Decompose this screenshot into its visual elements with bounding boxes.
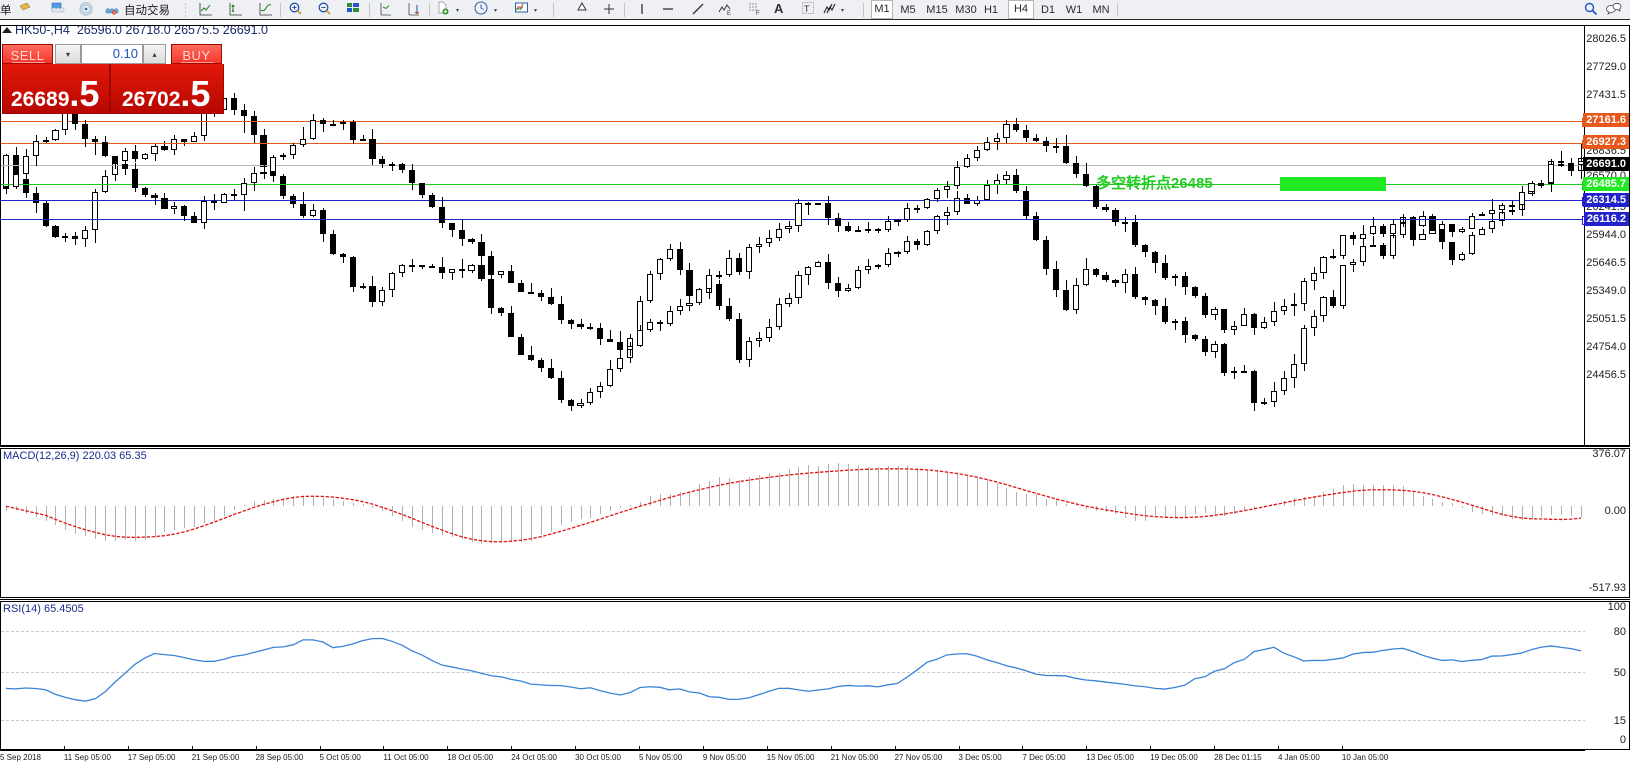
svg-text:T: T	[804, 4, 810, 14]
svg-text:E: E	[727, 11, 731, 17]
svg-text:F: F	[756, 11, 760, 17]
